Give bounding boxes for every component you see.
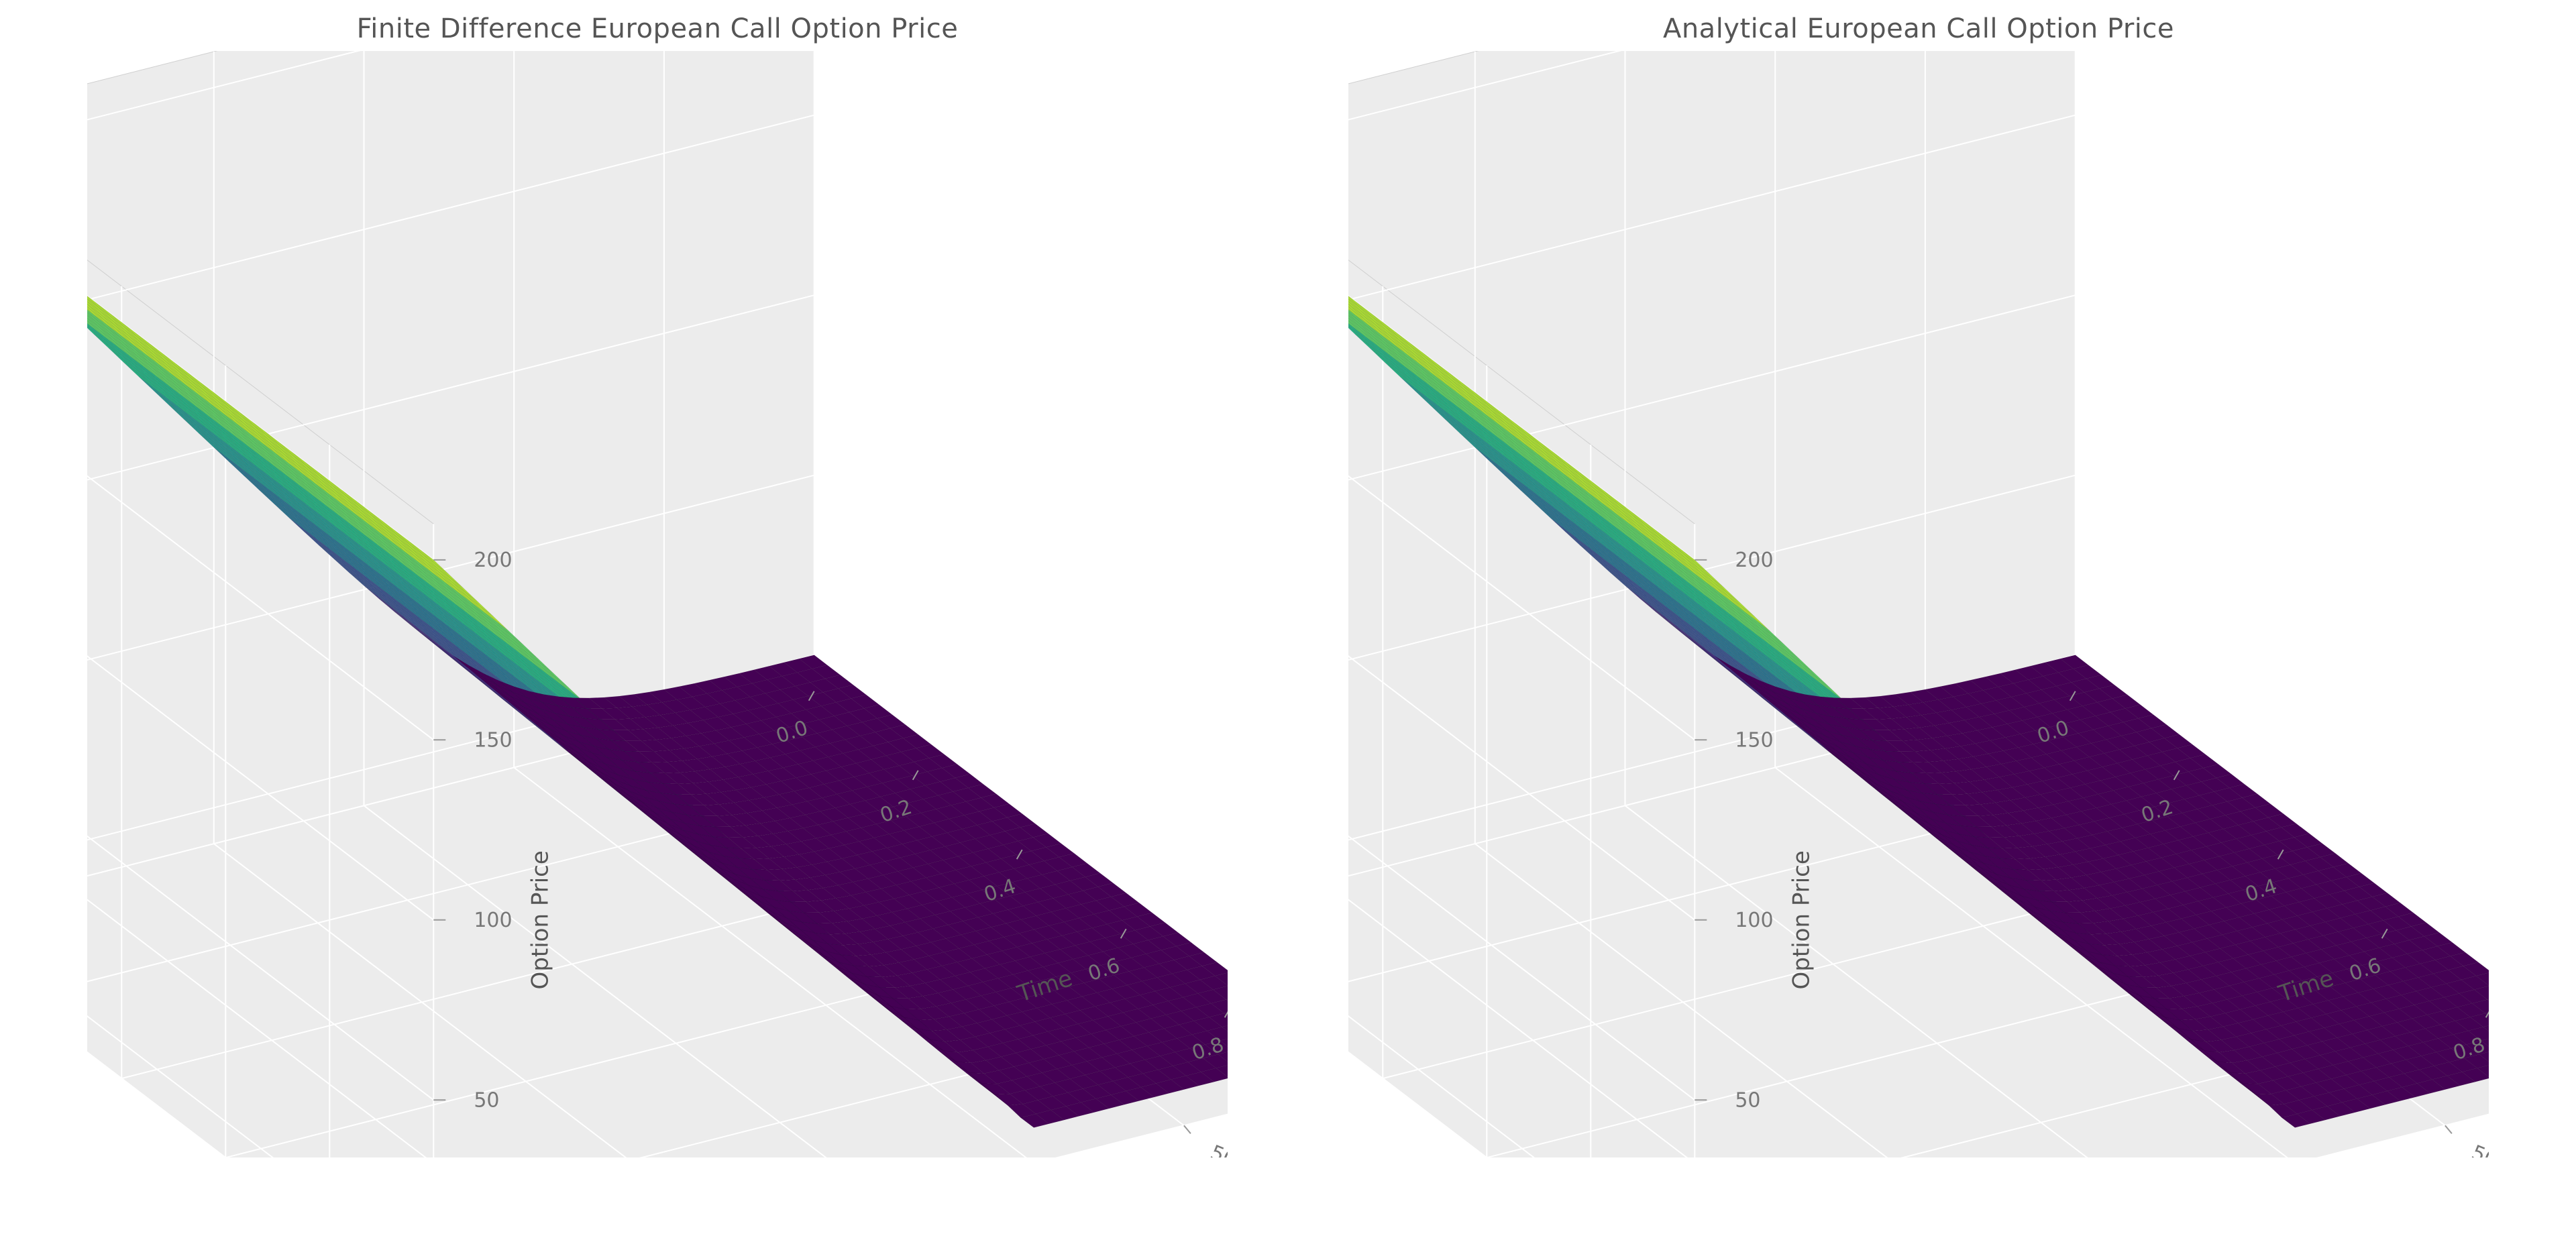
z-tick-label: 150 bbox=[1735, 728, 1773, 752]
z-axis-label: Option Price bbox=[1788, 850, 1815, 989]
z-tick-label: 200 bbox=[1735, 549, 1773, 572]
axes3d-right: 0.00.20.40.60.81.00501001502002503000501… bbox=[1348, 51, 2489, 1157]
y-tick-label: 50 bbox=[2468, 1141, 2489, 1157]
y-tick bbox=[1184, 1125, 1191, 1133]
figure: Finite Difference European Call Option P… bbox=[0, 0, 2576, 1244]
axes3d-left: 0.00.20.40.60.81.00501001502002503000501… bbox=[87, 51, 1228, 1157]
z-tick-label: 50 bbox=[474, 1088, 499, 1112]
y-tick bbox=[2445, 1125, 2452, 1133]
subplot-title-left: Finite Difference European Call Option P… bbox=[357, 13, 959, 44]
z-axis-label: Option Price bbox=[527, 850, 553, 989]
subplot-left: Finite Difference European Call Option P… bbox=[54, 13, 1261, 1157]
z-tick-label: 50 bbox=[1735, 1088, 1760, 1112]
z-tick-label: 100 bbox=[1735, 909, 1773, 932]
y-tick-label: 50 bbox=[1207, 1141, 1228, 1157]
z-tick-label: 150 bbox=[474, 728, 512, 752]
z-tick-label: 200 bbox=[474, 549, 512, 572]
subplot-right: Analytical European Call Option Price 0.… bbox=[1315, 13, 2522, 1157]
subplot-title-right: Analytical European Call Option Price bbox=[1663, 13, 2174, 44]
z-tick-label: 100 bbox=[474, 909, 512, 932]
